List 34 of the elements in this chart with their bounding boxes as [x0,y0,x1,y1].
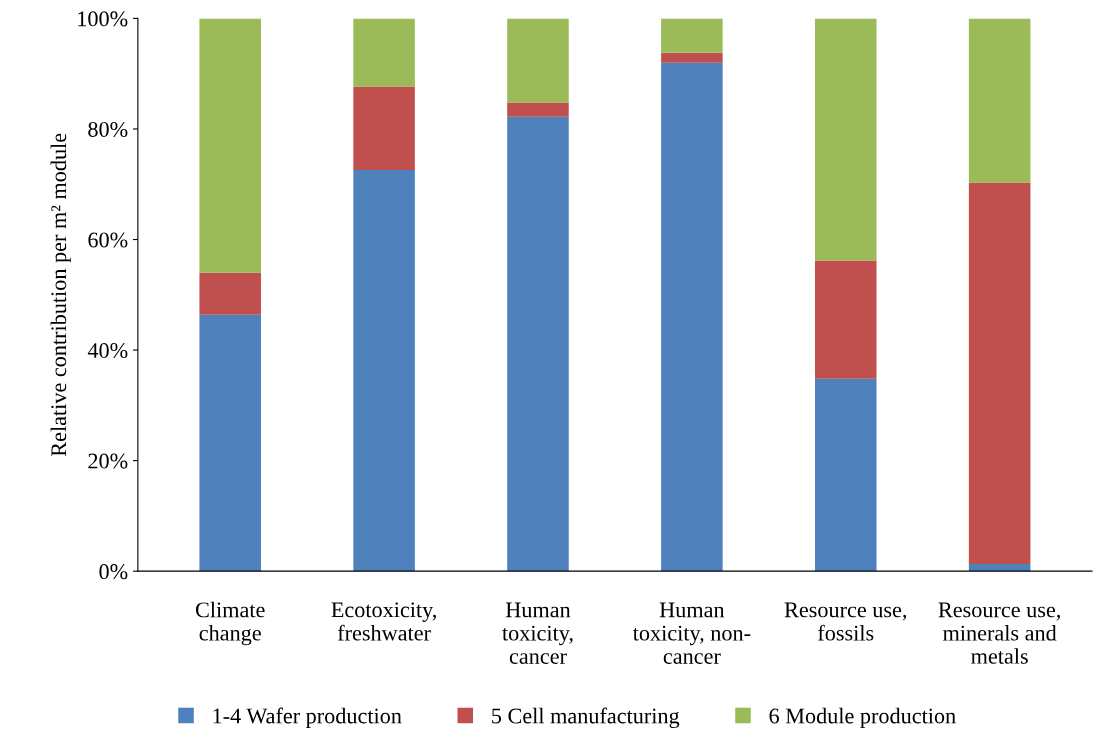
bar [353,169,415,572]
bar [814,378,877,572]
y-tick-label: 80% [88,121,128,137]
x-tick-label: Human toxicity, cancer [502,602,573,664]
bar [199,18,261,273]
bar [814,260,877,379]
legend-label: 1-4 Wafer production [213,707,402,728]
bar [199,272,261,315]
y-tick-label: 60% [88,232,128,248]
bar [661,62,723,572]
bar [353,18,415,87]
bar [199,314,261,572]
legend-label: 5 Cell manufacturing [492,707,680,729]
x-tick-label: Resource use, fossils [784,602,907,641]
bar [661,18,723,53]
bar [353,86,415,170]
x-tick-label: Climate change [195,601,265,646]
bar [507,102,569,117]
bar [507,18,569,103]
bar [968,18,1031,183]
bar [661,52,723,63]
legend-label: 6 Module production [769,707,956,728]
x-tick-label: Resource use, minerals and metals [938,602,1060,664]
bar [814,18,877,261]
y-tick-label: 20% [88,453,128,469]
bar [968,182,1031,564]
y-tick-label: 40% [87,343,128,359]
x-tick-label: Ecotoxicity, freshwater [331,602,436,641]
y-tick-label: 100% [78,11,128,27]
y-axis-title: Relative contribution per m² module [50,133,71,457]
x-tick-label: Human toxicity, non- cancer [632,602,751,664]
bar [507,116,569,572]
bar [968,563,1031,572]
y-tick-label: 0% [99,564,128,580]
